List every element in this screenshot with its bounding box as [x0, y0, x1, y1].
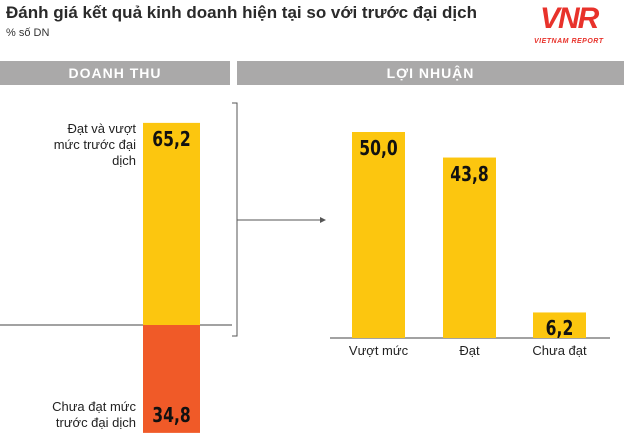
arrow-head	[320, 217, 326, 223]
title: Đánh giá kết quả kinh doanh hiện tại so …	[6, 3, 477, 22]
value-label: 43,8	[450, 161, 489, 186]
legend-label: Đạt và vượt mức trước đại dịch	[53, 120, 136, 168]
panel-title: DOANH THU	[0, 61, 230, 85]
value-label: 34,8	[152, 402, 191, 427]
x-tick-label: Chưa đạt	[532, 343, 587, 358]
value-label: 6,2	[545, 316, 574, 341]
bar	[143, 122, 200, 325]
bracket	[232, 102, 238, 337]
x-tick-label: Đạt	[459, 343, 480, 358]
bar	[352, 132, 405, 338]
x-tick-label: Vượt mức	[348, 343, 409, 358]
value-label: 50,0	[359, 136, 398, 160]
logo-mark: VNR	[540, 2, 599, 35]
value-label: 65,2	[152, 126, 191, 151]
logo-text: VIETNAM REPORT	[534, 38, 604, 45]
bar	[443, 157, 496, 338]
legend-label: Chưa đạt mức trước đại dịch	[52, 398, 136, 430]
subtitle: % số DN	[6, 27, 50, 39]
panel-title: LỢI NHUẬN	[237, 61, 624, 85]
bar	[143, 325, 200, 433]
bar	[533, 312, 586, 338]
